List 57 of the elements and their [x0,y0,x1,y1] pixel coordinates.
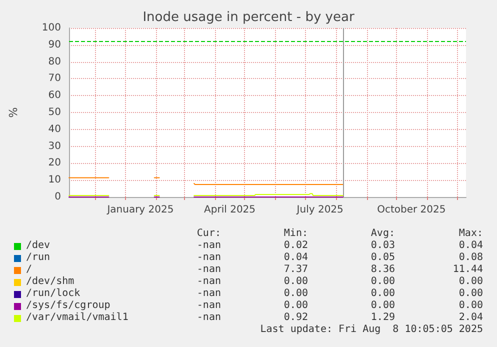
text: 0.03 [370,240,395,251]
text: 1.29 [370,312,395,323]
text: -nan [196,276,221,287]
text: -nan [196,264,221,275]
x-tick-label: October 2025 [377,204,446,216]
text: Max: [458,228,483,239]
text: 0.00 [370,276,395,287]
text: 0.00 [370,288,395,299]
y-tick-label: 60 [48,90,61,102]
text: -nan [196,312,221,323]
text: 0.00 [284,288,308,299]
text: 0.08 [458,252,483,263]
text: 0.02 [284,240,308,251]
text: Avg: [370,228,395,239]
legend-label: /run [26,252,50,263]
y-tick-label: 70 [48,73,61,84]
x-tick-label: April 2025 [204,204,256,216]
y-tick-label: 20 [48,158,61,169]
y-tick-label: 10 [48,174,61,186]
text: 11.44 [452,264,483,275]
text: Min: [284,228,308,239]
text: 0.00 [458,288,483,299]
text: 0.00 [370,300,395,311]
text: Last update: Fri Aug 8 10:05:05 2025 [260,324,483,335]
y-tick-label: 50 [48,107,61,118]
text: 0.05 [370,252,395,263]
text: 0.00 [458,276,483,287]
chart-title: Inode usage in percent - by year [142,10,355,25]
legend-label: /var/vmail/vmail1 [26,312,128,323]
text: 2.04 [458,312,483,323]
x-tick-label: July 2025 [296,204,344,216]
text: 0.00 [284,276,308,287]
text: -nan [196,288,221,299]
y-tick-label: 40 [48,124,61,135]
text: -nan [196,240,221,251]
x-tick-label: January 2025 [106,204,174,216]
y-axis-title: % [7,107,20,118]
text: -nan [196,252,221,263]
y-tick-label: 100 [42,22,61,34]
legend-label: /sys/fs/cgroup [26,300,110,311]
text: 0.04 [458,240,483,251]
text: 8.36 [370,264,395,275]
y-tick-label: 80 [48,56,61,68]
text: 0.00 [458,300,483,311]
text: Cur: [196,228,221,239]
text: 7.37 [284,264,308,275]
y-tick-label: 30 [48,140,61,152]
text: 0.00 [284,300,308,311]
y-tick-label: 90 [48,39,61,50]
legend-label: /dev/shm [26,276,74,287]
text: -nan [196,300,221,311]
legend-label: /run/lock [26,288,80,299]
legend-label: /dev [26,240,50,251]
text: 0.92 [284,312,308,323]
legend-label: / [26,264,32,275]
text: 0.04 [284,252,308,263]
y-tick-label: 0 [54,192,61,202]
